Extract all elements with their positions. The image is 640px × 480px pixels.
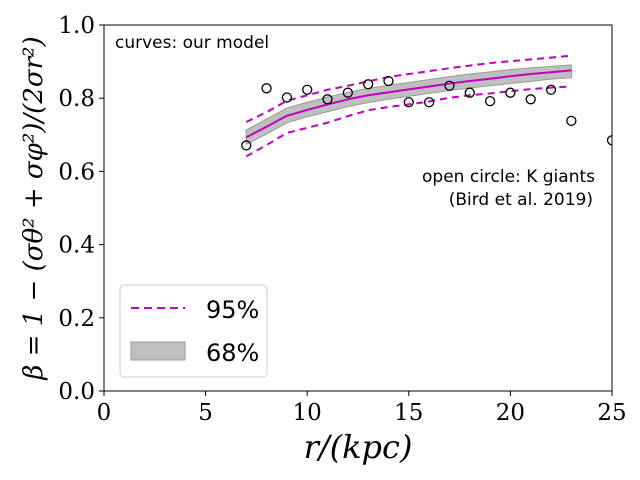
- band-68: [245, 64, 572, 146]
- k-giant-point: [606, 135, 612, 146]
- k-giant-point: [342, 87, 353, 98]
- k-giant-point: [484, 95, 496, 107]
- x-tick-label: 15: [394, 400, 423, 426]
- legend-swatch-68: [130, 341, 186, 361]
- x-axis-label: r/(kpc): [304, 428, 413, 466]
- y-tick-label: 1.0: [58, 13, 95, 39]
- k-giant-point: [383, 75, 394, 87]
- k-giant-point: [322, 94, 333, 105]
- model-annotation: curves: our model: [115, 33, 269, 53]
- k-giant-point: [505, 87, 516, 98]
- x-tick-label: 10: [293, 400, 322, 426]
- k-giants-annotation-line1: open circle: K giants: [422, 167, 595, 187]
- plot-area: [241, 54, 612, 158]
- k-giant-point: [363, 79, 374, 90]
- k-giant-point: [403, 97, 414, 108]
- k-giant-point: [525, 94, 536, 105]
- y-tick-label: 0.8: [58, 86, 95, 112]
- x-tick-label: 0: [97, 400, 112, 426]
- k-giant-point: [241, 140, 252, 151]
- y-tick-label: 0.4: [58, 233, 95, 259]
- legend: 95% 68%: [119, 284, 268, 378]
- x-tick-label: 25: [597, 400, 626, 426]
- x-tick-label: 5: [198, 400, 213, 426]
- axes: 0 5 10 15 20 25 0.0 0.2 0.4 0.6 0.8 1.0: [58, 13, 626, 426]
- k-giant-point: [423, 97, 435, 108]
- legend-label-95: 95%: [206, 296, 259, 324]
- y-tick-label: 0.0: [58, 379, 95, 405]
- y-tick-label: 0.6: [58, 159, 95, 185]
- median-line: [245, 69, 572, 139]
- k-giant-point: [302, 84, 313, 95]
- k-giant-point: [261, 83, 272, 94]
- k-giant-point: [545, 84, 557, 95]
- legend-label-68: 68%: [206, 339, 259, 367]
- k-giant-point: [444, 80, 455, 91]
- k-giant-point: [566, 115, 577, 127]
- y-axis-label: β = 1 − (σθ² + σφ²)/(2σr²): [19, 36, 49, 380]
- plot-frame: [103, 24, 613, 392]
- x-tick-label: 20: [496, 400, 525, 426]
- ci95-lower-line: [245, 85, 572, 158]
- k-giant-point: [464, 87, 475, 98]
- k-giants-annotation-line2: (Bird et al. 2019): [449, 190, 593, 210]
- k-giant-point: [281, 92, 293, 103]
- y-tick-label: 0.2: [58, 306, 95, 332]
- ci95-upper-line: [245, 54, 572, 123]
